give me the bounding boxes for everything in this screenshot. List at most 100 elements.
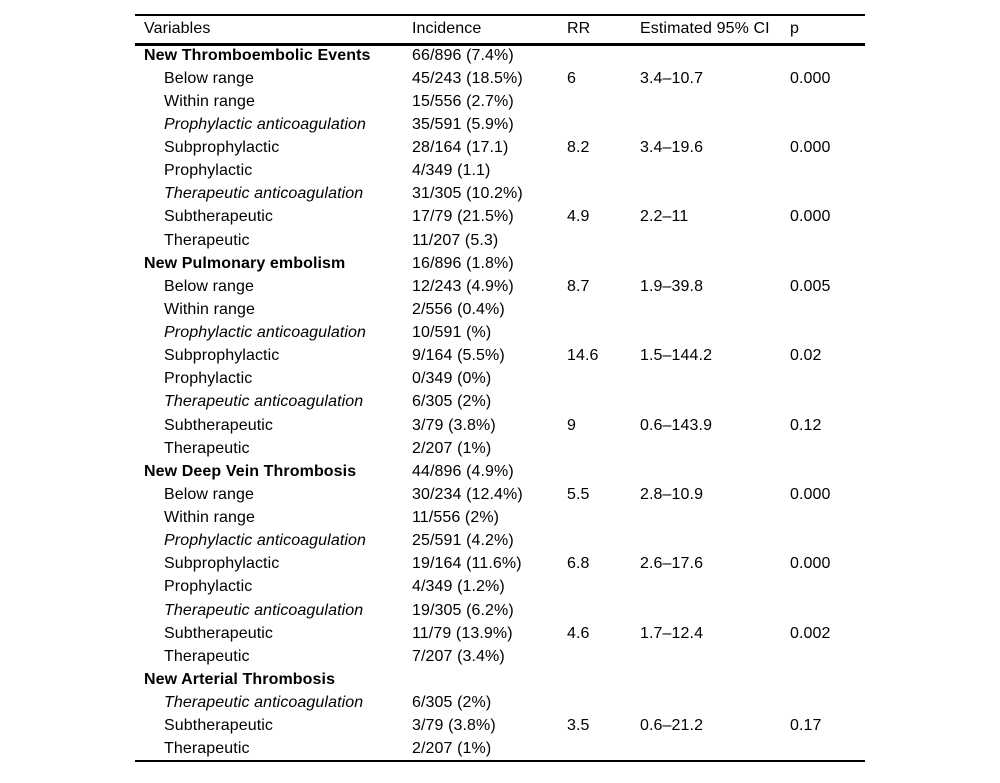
- table-row: Subtherapeutic 3/79 (3.8%) 9 0.6–143.9 0.12: [135, 414, 865, 437]
- table-row: Prophylactic 4/349 (1.1): [135, 160, 865, 183]
- column-header-estimated-ci: Estimated 95% CI: [640, 15, 790, 46]
- ci-cell: [640, 692, 790, 715]
- rr-cell: [567, 322, 640, 345]
- rr-cell: [567, 183, 640, 206]
- p-value-cell: [790, 90, 865, 113]
- ci-cell: [640, 391, 790, 414]
- variable-cell: Subtherapeutic: [164, 624, 274, 642]
- rr-cell: [567, 460, 640, 483]
- p-value-cell: [790, 44, 865, 67]
- rr-cell: [567, 160, 640, 183]
- incidence-cell: [412, 668, 567, 691]
- p-value-cell: 0.12: [790, 416, 822, 434]
- rr-cell: [567, 229, 640, 252]
- table-row: New Arterial Thrombosis: [135, 668, 865, 691]
- table-row: Therapeutic anticoagulation 6/305 (2%): [135, 692, 865, 715]
- p-value-cell: [790, 530, 865, 553]
- incidence-cell: 15/556 (2.7%): [412, 92, 514, 110]
- table-row: Therapeutic 7/207 (3.4%): [135, 645, 865, 668]
- p-value-cell: [790, 692, 865, 715]
- p-value-cell: 0.000: [790, 69, 831, 87]
- p-value-cell: [790, 160, 865, 183]
- variable-cell: Therapeutic: [164, 647, 250, 665]
- column-header-variables: Variables: [135, 15, 412, 46]
- variable-cell: Subtherapeutic: [164, 717, 274, 735]
- incidence-cell: 6/305 (2%): [412, 694, 492, 712]
- ci-cell: [640, 44, 790, 67]
- ci-cell: [640, 738, 790, 761]
- variable-cell: Within range: [164, 300, 256, 318]
- ci-cell: [640, 460, 790, 483]
- ci-cell: 2.2–11: [640, 208, 689, 226]
- rr-cell: 5.5: [567, 485, 590, 503]
- variable-cell: Prophylactic: [164, 578, 253, 596]
- rr-cell: [567, 507, 640, 530]
- rr-cell: [567, 252, 640, 275]
- variable-cell: Subtherapeutic: [164, 208, 274, 226]
- variable-cell: Below range: [164, 485, 255, 503]
- incidence-cell: 17/79 (21.5%): [412, 208, 514, 226]
- p-value-cell: [790, 298, 865, 321]
- column-header-rr: RR: [567, 15, 640, 46]
- p-value-cell: [790, 229, 865, 252]
- table-body: New Thromboembolic Events 66/896 (7.4%) Be…: [135, 44, 865, 761]
- rr-cell: 6: [567, 69, 576, 87]
- incidence-cell: 6/305 (2%): [412, 393, 492, 411]
- table-row: Within range 15/556 (2.7%): [135, 90, 865, 113]
- ci-cell: [640, 368, 790, 391]
- ci-cell: 2.6–17.6: [640, 555, 704, 573]
- incidence-cell: 30/234 (12.4%): [412, 485, 523, 503]
- incidence-cell: 19/164 (11.6%): [412, 555, 522, 573]
- table-row: Subprophylactic 19/164 (11.6%) 6.8 2.6–17.6…: [135, 553, 865, 576]
- p-value-cell: [790, 668, 865, 691]
- table-row: Prophylactic 4/349 (1.2%): [135, 576, 865, 599]
- ci-cell: [640, 507, 790, 530]
- incidence-cell: 2/556 (0.4%): [412, 300, 505, 318]
- variable-cell: Prophylactic anticoagulation: [164, 115, 367, 133]
- rr-cell: [567, 90, 640, 113]
- p-value-cell: 0.002: [790, 624, 831, 642]
- incidence-cell: 0/349 (0%): [412, 370, 492, 388]
- variable-cell: Therapeutic anticoagulation: [164, 601, 364, 619]
- variable-cell: Prophylactic anticoagulation: [164, 532, 367, 550]
- incidence-cell: 66/896 (7.4%): [412, 47, 514, 65]
- incidence-cell: 31/305 (10.2%): [412, 185, 523, 203]
- table-row: Below range 45/243 (18.5%) 6 3.4–10.7 0.000: [135, 67, 865, 90]
- column-header-incidence: Incidence: [412, 15, 567, 46]
- table-row: Subtherapeutic 3/79 (3.8%) 3.5 0.6–21.2 0.17: [135, 715, 865, 738]
- ci-cell: [640, 229, 790, 252]
- variable-cell: Subprophylactic: [164, 139, 280, 157]
- table-row: Therapeutic 2/207 (1%): [135, 738, 865, 761]
- rr-cell: 14.6: [567, 347, 599, 365]
- table-row: Subprophylactic 28/164 (17.1) 8.2 3.4–19.6 0…: [135, 137, 865, 160]
- table-row: Within range 2/556 (0.4%): [135, 298, 865, 321]
- variable-cell: Prophylactic anticoagulation: [164, 324, 367, 342]
- variable-cell: Subprophylactic: [164, 555, 280, 573]
- rr-cell: [567, 668, 640, 691]
- table-row: Therapeutic 2/207 (1%): [135, 437, 865, 460]
- variable-cell: Therapeutic anticoagulation: [164, 185, 364, 203]
- variable-cell: Therapeutic: [164, 439, 250, 457]
- variable-cell: New Thromboembolic Events: [144, 47, 371, 65]
- ci-cell: [640, 645, 790, 668]
- p-value-cell: [790, 183, 865, 206]
- ci-cell: 0.6–143.9: [640, 416, 713, 434]
- ci-cell: 3.4–19.6: [640, 139, 704, 157]
- table-row: New Pulmonary embolism 16/896 (1.8%): [135, 252, 865, 275]
- incidence-cell: 28/164 (17.1): [412, 139, 509, 157]
- rr-cell: [567, 738, 640, 761]
- p-value-cell: [790, 460, 865, 483]
- incidence-cell: 2/207 (1%): [412, 739, 492, 757]
- p-value-cell: 0.005: [790, 277, 831, 295]
- variable-cell: New Deep Vein Thrombosis: [144, 462, 357, 480]
- table-row: Subtherapeutic 17/79 (21.5%) 4.9 2.2–11 0.00…: [135, 206, 865, 229]
- rr-cell: [567, 298, 640, 321]
- p-value-cell: [790, 507, 865, 530]
- rr-cell: 8.2: [567, 139, 590, 157]
- table-row: New Thromboembolic Events 66/896 (7.4%): [135, 44, 865, 67]
- rr-cell: [567, 437, 640, 460]
- ci-cell: 1.7–12.4: [640, 624, 704, 642]
- variable-cell: Therapeutic anticoagulation: [164, 694, 364, 712]
- p-value-cell: [790, 645, 865, 668]
- header-row: Variables Incidence RR Estimated 95% CI …: [135, 15, 865, 46]
